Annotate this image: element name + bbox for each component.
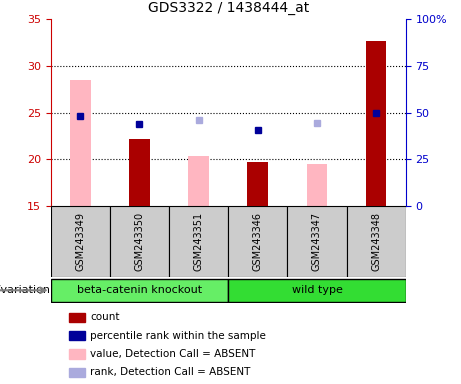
Bar: [248, 162, 268, 206]
Bar: [228, 206, 287, 277]
Text: rank, Detection Call = ABSENT: rank, Detection Call = ABSENT: [90, 367, 250, 377]
Bar: [366, 41, 386, 206]
Text: beta-catenin knockout: beta-catenin knockout: [77, 285, 202, 295]
Bar: [347, 206, 406, 277]
Bar: [69, 313, 85, 322]
Text: wild type: wild type: [291, 285, 343, 295]
Text: GSM243351: GSM243351: [194, 212, 204, 271]
Text: GSM243346: GSM243346: [253, 212, 263, 271]
Bar: [169, 206, 228, 277]
Text: GSM243350: GSM243350: [135, 212, 144, 271]
Bar: [51, 278, 228, 302]
Bar: [70, 80, 91, 206]
Bar: [188, 156, 209, 206]
Bar: [69, 349, 85, 359]
Text: GSM243348: GSM243348: [371, 212, 381, 271]
Text: value, Detection Call = ABSENT: value, Detection Call = ABSENT: [90, 349, 255, 359]
Bar: [69, 331, 85, 340]
Title: GDS3322 / 1438444_at: GDS3322 / 1438444_at: [148, 2, 309, 15]
Text: count: count: [90, 312, 119, 322]
Bar: [129, 139, 150, 206]
Bar: [228, 278, 406, 302]
Bar: [51, 206, 110, 277]
Bar: [110, 206, 169, 277]
Text: percentile rank within the sample: percentile rank within the sample: [90, 331, 266, 341]
Text: GSM243347: GSM243347: [312, 212, 322, 271]
Bar: [287, 206, 347, 277]
Text: genotype/variation: genotype/variation: [0, 285, 51, 295]
Text: GSM243349: GSM243349: [75, 212, 85, 271]
Bar: [69, 368, 85, 377]
Bar: [307, 164, 327, 206]
